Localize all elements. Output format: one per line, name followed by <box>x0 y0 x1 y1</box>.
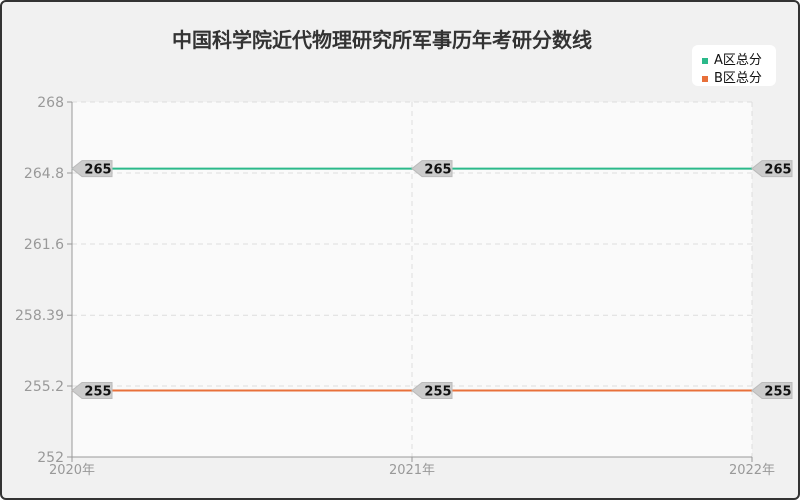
y-tick-label: 258.39 <box>15 308 64 324</box>
y-tick-label: 255.2 <box>24 379 64 395</box>
x-tick-label: 2022年 <box>729 463 775 478</box>
chart-title: 中国科学院近代物理研究所军事历年考研分数线 <box>172 28 592 52</box>
y-tick-label: 264.8 <box>24 166 64 182</box>
data-label-bg <box>411 381 453 399</box>
legend: A区总分 B区总分 <box>692 45 776 86</box>
plot-area <box>72 102 752 457</box>
legend-label-a: A区总分 <box>714 53 762 68</box>
data-label-bg <box>751 381 793 399</box>
legend-swatch-b <box>702 75 708 82</box>
y-tick-label: 261.6 <box>24 237 64 253</box>
legend-swatch-a <box>702 57 708 64</box>
data-label-bg <box>71 160 113 178</box>
data-label-bg <box>411 160 453 178</box>
data-label-bg <box>71 381 113 399</box>
data-label: 255 <box>84 384 111 399</box>
legend-item-a[interactable]: A区总分 <box>702 49 762 68</box>
x-tick-label: 2021年 <box>389 463 435 478</box>
y-tick-label: 268 <box>37 95 64 111</box>
y-tick-label: 252 <box>37 450 64 466</box>
x-tick-label: 2020年 <box>49 463 95 478</box>
data-label: 255 <box>424 384 451 399</box>
legend-item-b[interactable]: B区总分 <box>702 67 762 86</box>
data-label-bg <box>751 160 793 178</box>
data-label: 265 <box>764 163 791 178</box>
data-label: 265 <box>84 163 111 178</box>
data-label: 265 <box>424 163 451 178</box>
legend-label-b: B区总分 <box>714 71 762 86</box>
data-label: 255 <box>764 384 791 399</box>
